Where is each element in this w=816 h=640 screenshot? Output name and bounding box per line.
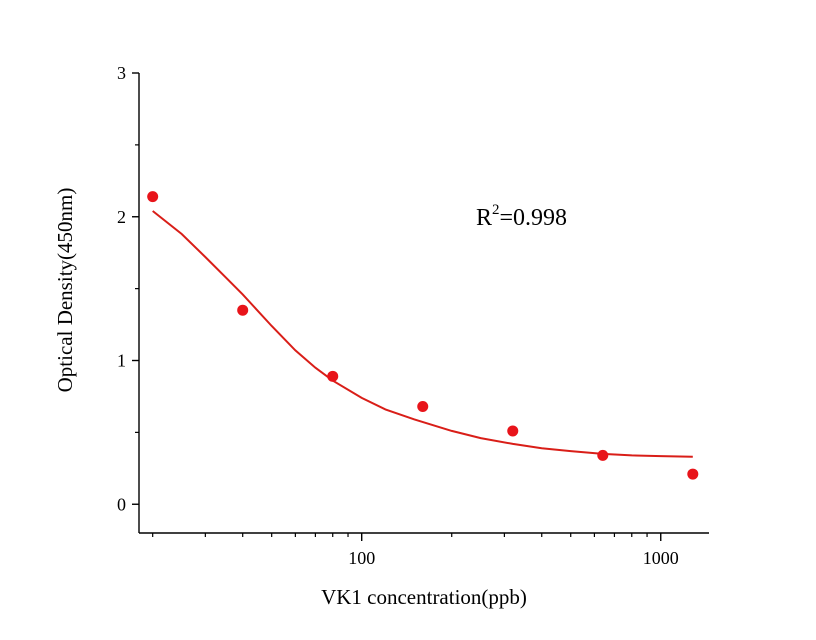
y-tick-label: 2	[117, 207, 126, 227]
data-point	[417, 401, 429, 412]
data-point	[147, 191, 159, 203]
data-point	[687, 468, 699, 480]
data-points-layer	[147, 191, 699, 480]
x-tick-label: 100	[348, 548, 375, 568]
data-point	[237, 304, 249, 316]
data-point	[597, 449, 609, 461]
y-tick-label: 3	[117, 63, 126, 83]
data-point	[507, 425, 519, 437]
r-squared-annotation: R2=0.998	[476, 202, 567, 231]
y-axis-title: Optical Density(450nm)	[53, 188, 77, 393]
r-squared-superscript: 2	[492, 202, 500, 218]
fit-curve	[152, 210, 693, 458]
y-tick-label: 0	[117, 494, 126, 514]
r-squared-value: =0.998	[500, 205, 568, 231]
data-point	[327, 370, 339, 382]
x-axis-title: VK1 concentration(ppb)	[321, 585, 527, 609]
x-tick-label: 1000	[643, 548, 679, 568]
axes: 0 1 2 3 100 1000	[117, 63, 709, 568]
r-squared-prefix: R	[476, 205, 492, 231]
y-tick-label: 1	[117, 351, 126, 371]
fit-curve-layer	[152, 210, 693, 458]
